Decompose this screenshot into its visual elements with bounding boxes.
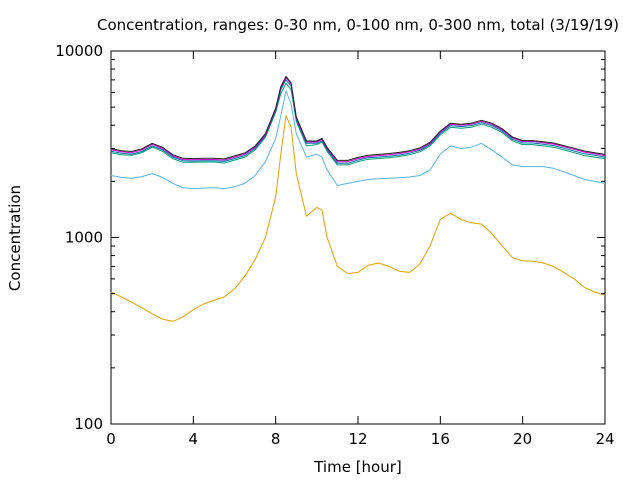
series-line-4 xyxy=(110,79,606,164)
x-tick-label: 24 xyxy=(595,430,614,448)
y-tick-label: 1000 xyxy=(65,229,103,247)
axes-layer: 0 4 8 12 16 20 24 100 1000 10000 xyxy=(55,42,614,448)
x-tick-label: 4 xyxy=(189,430,199,448)
y-tick-label: 100 xyxy=(74,415,103,433)
series-line-1 xyxy=(110,115,606,322)
series-line-2 xyxy=(110,90,606,190)
plot-area xyxy=(110,50,606,425)
y-tick-label: 10000 xyxy=(55,42,103,60)
series-line-6 xyxy=(110,76,606,161)
x-axis-label: Time [hour] xyxy=(313,458,402,476)
y-axis-label: Concentration xyxy=(6,185,24,291)
x-tick-label: 16 xyxy=(431,430,450,448)
x-tick-label: 12 xyxy=(348,430,367,448)
series-line-3 xyxy=(110,82,606,166)
x-tick-label: 20 xyxy=(513,430,532,448)
chart-title: Concentration, ranges: 0-30 nm, 0-100 nm… xyxy=(97,16,619,34)
x-tick-label: 0 xyxy=(106,430,116,448)
plot-frame xyxy=(110,50,606,425)
series-line-5 xyxy=(110,77,606,163)
x-tick-label: 8 xyxy=(271,430,281,448)
series-layer xyxy=(110,76,606,322)
